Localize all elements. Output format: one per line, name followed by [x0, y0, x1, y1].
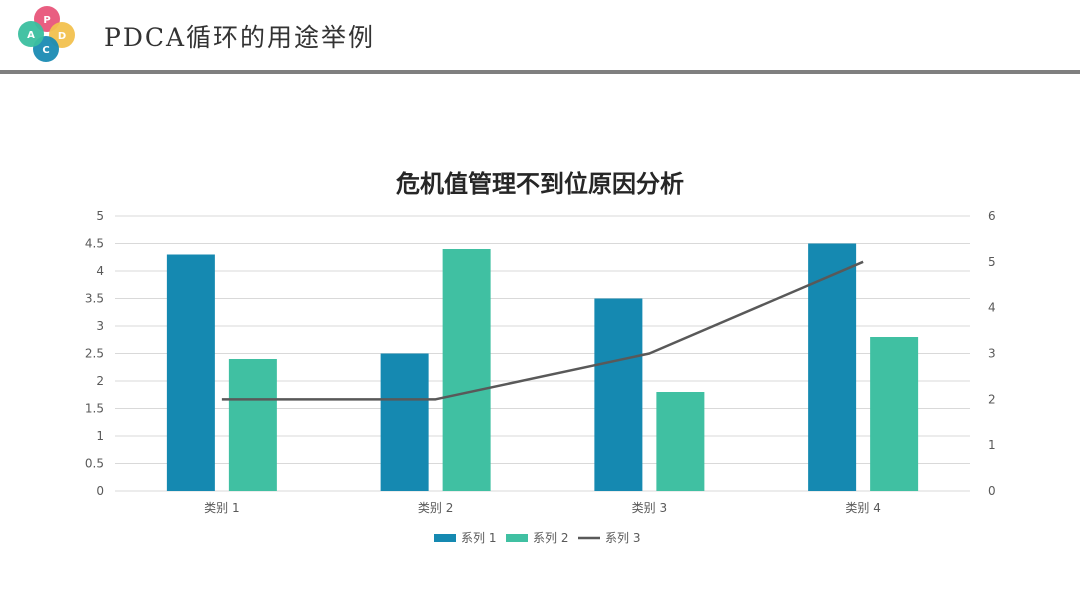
chart-title: 危机值管理不到位原因分析 [396, 170, 684, 198]
y-axis-left: 0 0.5 1 1.5 2 2.5 3 3.5 4 4.5 5 [85, 209, 104, 498]
bar-series-2-cat-3 [656, 392, 705, 491]
y2-tick-label: 2 [988, 392, 996, 406]
logo-letter-a: A [27, 30, 35, 41]
x-axis: 类别 1 类别 2 类别 3 类别 4 [204, 501, 881, 515]
bar-series-1-cat-3 [594, 298, 643, 491]
bar-series-1-cat-4 [808, 243, 857, 491]
legend: 系列 1 系列 2 系列 3 [434, 531, 640, 545]
bar-series-2-cat-2 [442, 249, 491, 491]
bar-series-1-cat-1 [166, 254, 215, 491]
y-tick-label: 2 [96, 374, 104, 388]
legend-swatch-series-2 [506, 534, 528, 542]
series-3-line-group [221, 260, 864, 401]
bar-series-2-cat-1 [228, 359, 277, 491]
legend-swatch-series-1 [434, 534, 456, 542]
y-tick-label: 5 [96, 209, 104, 223]
y2-tick-label: 4 [988, 301, 996, 315]
y-tick-label: 0 [96, 484, 104, 498]
y-tick-label: 2.5 [85, 347, 104, 361]
pdca-logo: PDCA [18, 6, 75, 62]
y2-tick-label: 1 [988, 438, 996, 452]
y2-tick-label: 5 [988, 255, 996, 269]
y-tick-label: 1 [96, 429, 104, 443]
logo-letter-d: D [58, 31, 66, 42]
y-tick-label: 0.5 [85, 457, 104, 471]
x-tick-label: 类别 3 [632, 501, 667, 515]
y-tick-label: 3.5 [85, 292, 104, 306]
logo-letter-p: P [43, 15, 50, 26]
logo-letter-c: C [42, 45, 49, 56]
logo-circle-a [18, 21, 44, 47]
bar-series-2-cat-4 [870, 337, 919, 491]
legend-label-series-1: 系列 1 [461, 531, 496, 545]
header-divider [0, 70, 1080, 74]
legend-label-series-2: 系列 2 [533, 531, 568, 545]
page-title: PDCA循环的用途举例 [104, 23, 376, 52]
x-tick-label: 类别 4 [845, 501, 880, 515]
y-tick-label: 4 [96, 264, 104, 278]
bar-series-1-cat-2 [380, 353, 429, 491]
y-axis-right: 0 1 2 3 4 5 6 [988, 209, 996, 498]
y-tick-label: 3 [96, 319, 104, 333]
legend-label-series-3: 系列 3 [605, 531, 640, 545]
y-tick-label: 1.5 [85, 402, 104, 416]
bars [166, 243, 919, 491]
y2-tick-label: 6 [988, 209, 996, 223]
y-tick-label: 4.5 [85, 237, 104, 251]
y2-tick-label: 3 [988, 347, 996, 361]
x-tick-label: 类别 2 [418, 501, 453, 515]
series-3-line [221, 260, 864, 401]
y2-tick-label: 0 [988, 484, 996, 498]
x-tick-label: 类别 1 [204, 501, 239, 515]
